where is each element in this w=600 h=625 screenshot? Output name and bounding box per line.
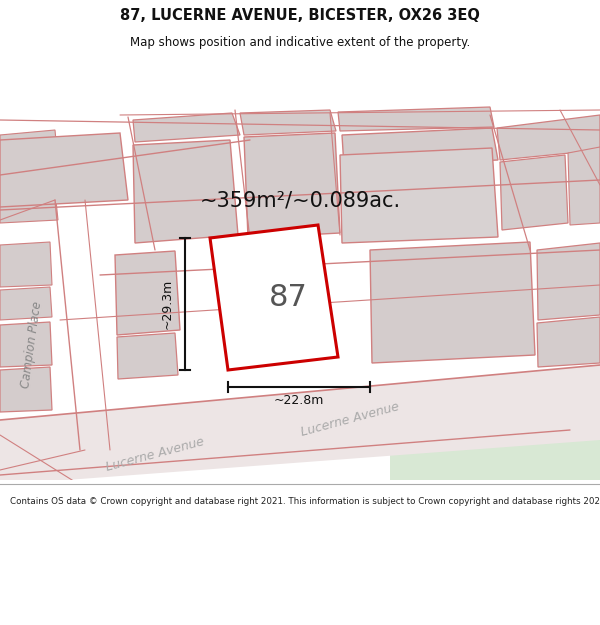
Polygon shape (370, 242, 535, 363)
Polygon shape (244, 133, 340, 238)
Polygon shape (342, 165, 432, 235)
Text: 87: 87 (269, 283, 308, 312)
Polygon shape (537, 317, 600, 367)
Text: ~22.8m: ~22.8m (274, 394, 324, 408)
Polygon shape (133, 140, 238, 243)
Polygon shape (0, 367, 52, 412)
Polygon shape (0, 191, 58, 223)
Polygon shape (115, 251, 180, 335)
Polygon shape (537, 243, 600, 320)
Polygon shape (500, 155, 568, 230)
Polygon shape (342, 128, 498, 167)
Text: 87, LUCERNE AVENUE, BICESTER, OX26 3EQ: 87, LUCERNE AVENUE, BICESTER, OX26 3EQ (120, 8, 480, 23)
Text: Contains OS data © Crown copyright and database right 2021. This information is : Contains OS data © Crown copyright and d… (10, 498, 600, 506)
Polygon shape (390, 395, 600, 480)
Polygon shape (133, 113, 240, 142)
Polygon shape (117, 333, 178, 379)
Polygon shape (497, 115, 600, 160)
Polygon shape (210, 225, 338, 370)
Polygon shape (0, 365, 600, 485)
Polygon shape (0, 322, 52, 367)
Text: Lucerne Avenue: Lucerne Avenue (299, 401, 401, 439)
Text: Campion Place: Campion Place (19, 301, 44, 389)
Polygon shape (432, 158, 496, 237)
Polygon shape (568, 147, 600, 225)
Text: ~29.3m: ~29.3m (161, 279, 173, 329)
Polygon shape (0, 242, 52, 287)
Polygon shape (0, 133, 128, 207)
Polygon shape (340, 148, 498, 243)
Text: Map shows position and indicative extent of the property.: Map shows position and indicative extent… (130, 36, 470, 49)
Polygon shape (0, 130, 60, 190)
Polygon shape (0, 287, 52, 320)
Polygon shape (240, 110, 336, 135)
Text: Lucerne Avenue: Lucerne Avenue (104, 436, 206, 474)
Text: ~359m²/~0.089ac.: ~359m²/~0.089ac. (199, 190, 401, 210)
Polygon shape (338, 107, 494, 131)
